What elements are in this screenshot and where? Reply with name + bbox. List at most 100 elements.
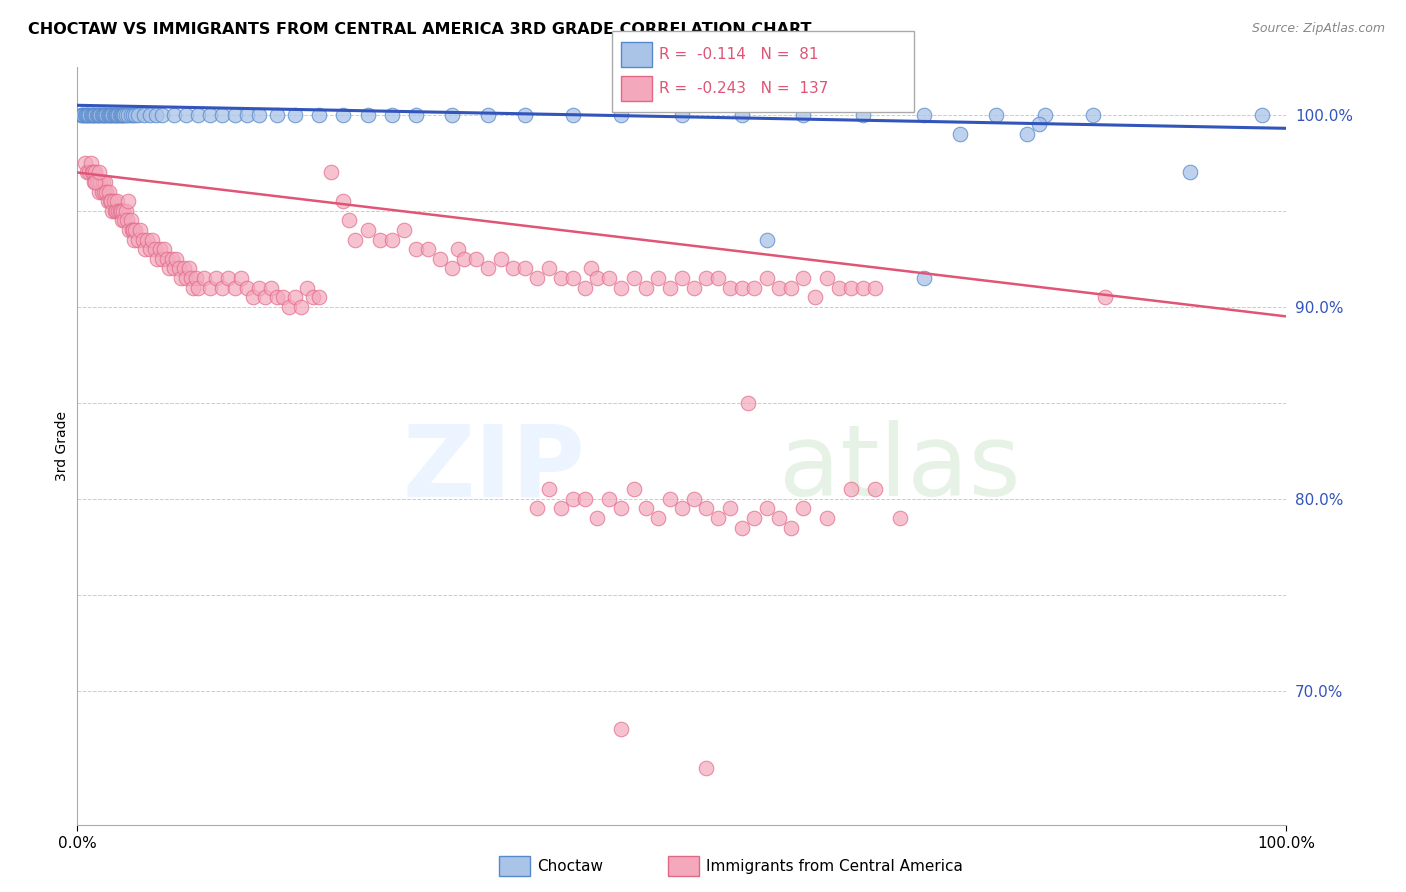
- Point: [177, 261, 200, 276]
- Point: [90, 185, 112, 199]
- Point: [114, 108, 136, 122]
- Point: [634, 280, 657, 294]
- Point: [104, 108, 127, 122]
- Point: [129, 223, 152, 237]
- Point: [321, 165, 343, 179]
- Point: [1251, 108, 1274, 122]
- Point: [260, 280, 283, 294]
- Point: [683, 280, 706, 294]
- Point: [465, 252, 488, 266]
- Point: [792, 108, 814, 122]
- Point: [610, 280, 633, 294]
- Point: [187, 108, 209, 122]
- Point: [290, 300, 312, 314]
- Point: [839, 482, 862, 496]
- Text: Immigrants from Central America: Immigrants from Central America: [706, 859, 963, 873]
- Point: [87, 175, 110, 189]
- Point: [79, 108, 101, 122]
- Point: [120, 108, 142, 122]
- Point: [235, 108, 257, 122]
- Point: [229, 271, 252, 285]
- Point: [392, 223, 415, 237]
- Point: [986, 108, 1008, 122]
- Point: [100, 108, 122, 122]
- Point: [76, 108, 98, 122]
- Point: [513, 261, 536, 276]
- Point: [200, 280, 222, 294]
- Point: [98, 194, 121, 209]
- Point: [308, 108, 330, 122]
- Point: [405, 242, 427, 256]
- Point: [224, 280, 246, 294]
- Point: [100, 194, 122, 209]
- Point: [381, 233, 404, 247]
- Point: [91, 175, 114, 189]
- Point: [598, 271, 620, 285]
- Point: [114, 203, 136, 218]
- Point: [141, 233, 163, 247]
- Point: [247, 108, 270, 122]
- Point: [779, 520, 801, 534]
- Point: [581, 261, 603, 276]
- Point: [105, 108, 128, 122]
- Point: [1081, 108, 1104, 122]
- Point: [118, 223, 141, 237]
- Point: [184, 271, 207, 285]
- Point: [429, 252, 451, 266]
- Point: [912, 271, 935, 285]
- Point: [718, 280, 741, 294]
- Point: [86, 175, 108, 189]
- Point: [804, 290, 827, 304]
- Point: [110, 203, 132, 218]
- Point: [610, 722, 633, 736]
- Text: R =  -0.243   N =  137: R = -0.243 N = 137: [659, 81, 828, 95]
- Text: atlas: atlas: [779, 420, 1021, 517]
- Point: [1033, 108, 1056, 122]
- Point: [96, 108, 118, 122]
- Point: [332, 108, 354, 122]
- Point: [586, 271, 609, 285]
- Point: [865, 280, 887, 294]
- Point: [671, 271, 693, 285]
- Point: [76, 165, 98, 179]
- Point: [122, 223, 145, 237]
- Point: [477, 261, 499, 276]
- Point: [104, 203, 127, 218]
- Point: [211, 108, 233, 122]
- Point: [117, 108, 139, 122]
- Point: [139, 242, 162, 256]
- Point: [731, 280, 754, 294]
- Point: [332, 194, 354, 209]
- Point: [344, 233, 367, 247]
- Point: [96, 108, 118, 122]
- Text: Choctaw: Choctaw: [537, 859, 603, 873]
- Point: [122, 233, 145, 247]
- Point: [87, 108, 110, 122]
- Point: [157, 261, 180, 276]
- Point: [72, 108, 94, 122]
- Point: [79, 156, 101, 170]
- Point: [755, 501, 778, 516]
- Point: [302, 290, 325, 304]
- Point: [82, 165, 104, 179]
- Point: [949, 127, 972, 141]
- Point: [852, 280, 875, 294]
- Point: [731, 520, 754, 534]
- Point: [441, 261, 464, 276]
- Point: [148, 242, 170, 256]
- Point: [211, 280, 233, 294]
- Point: [153, 242, 176, 256]
- Point: [1178, 165, 1201, 179]
- Point: [108, 203, 131, 218]
- Point: [381, 108, 404, 122]
- Point: [98, 108, 121, 122]
- Y-axis label: 3rd Grade: 3rd Grade: [55, 411, 69, 481]
- Point: [368, 233, 391, 247]
- Point: [146, 252, 169, 266]
- Point: [695, 760, 717, 774]
- Point: [526, 501, 548, 516]
- Point: [1094, 290, 1116, 304]
- Point: [111, 213, 134, 227]
- Point: [235, 280, 257, 294]
- Point: [73, 156, 96, 170]
